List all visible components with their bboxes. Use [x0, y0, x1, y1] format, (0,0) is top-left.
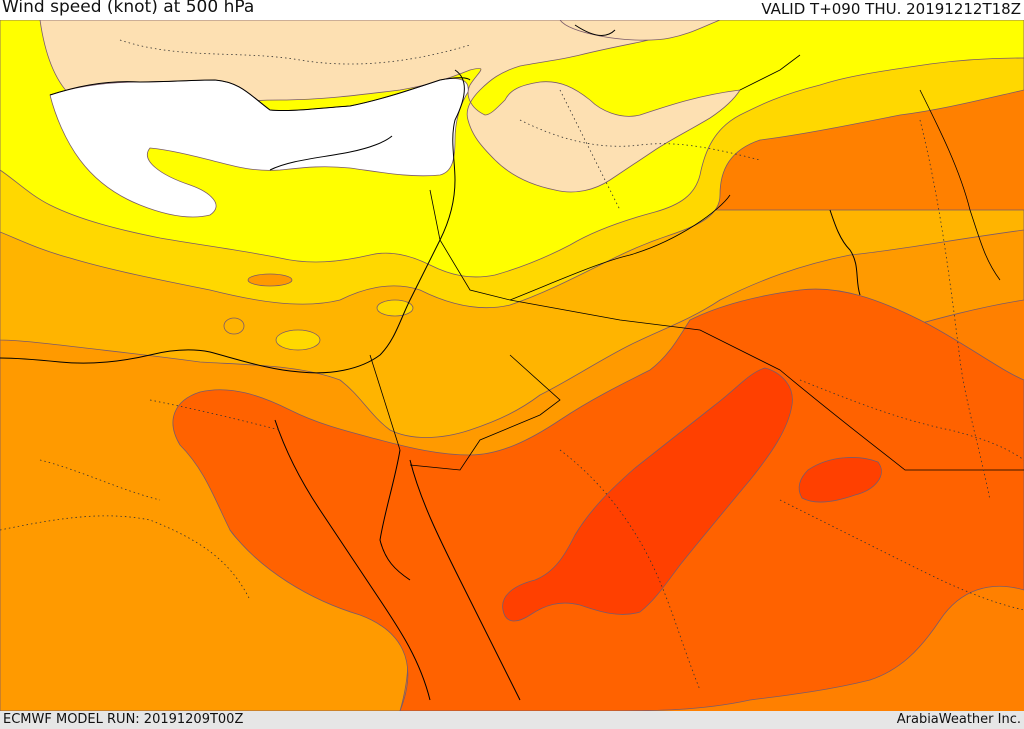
borders	[369, 54, 1024, 471]
speed-cell-yellow-small-3	[223, 317, 245, 335]
province-boundaries	[0, 39, 1024, 691]
credit-label: ArabiaWeather Inc.	[896, 712, 1021, 727]
speed-cell-yellow-small-2	[376, 299, 414, 317]
speed-cell-cyprus-south	[247, 273, 293, 287]
map-title: Wind speed (knot) at 500 hPa	[2, 0, 255, 17]
coastlines	[0, 24, 861, 701]
map-canvas	[0, 20, 1024, 711]
low-wind-area-north	[39, 20, 741, 193]
speed-band-7-core	[502, 367, 793, 622]
speed-cell-yellow-small-1	[275, 329, 321, 351]
valid-time: VALID T+090 THU. 20191212T18Z	[761, 0, 1021, 18]
speed-band-7-cell-east	[798, 457, 882, 503]
footer-bar: ECMWF MODEL RUN: 20191209T00Z ArabiaWeat…	[0, 711, 1024, 729]
wind-speed-map	[0, 20, 1024, 711]
model-run-label: ECMWF MODEL RUN: 20191209T00Z	[3, 712, 244, 727]
header-bar: Wind speed (knot) at 500 hPa VALID T+090…	[0, 0, 1024, 20]
